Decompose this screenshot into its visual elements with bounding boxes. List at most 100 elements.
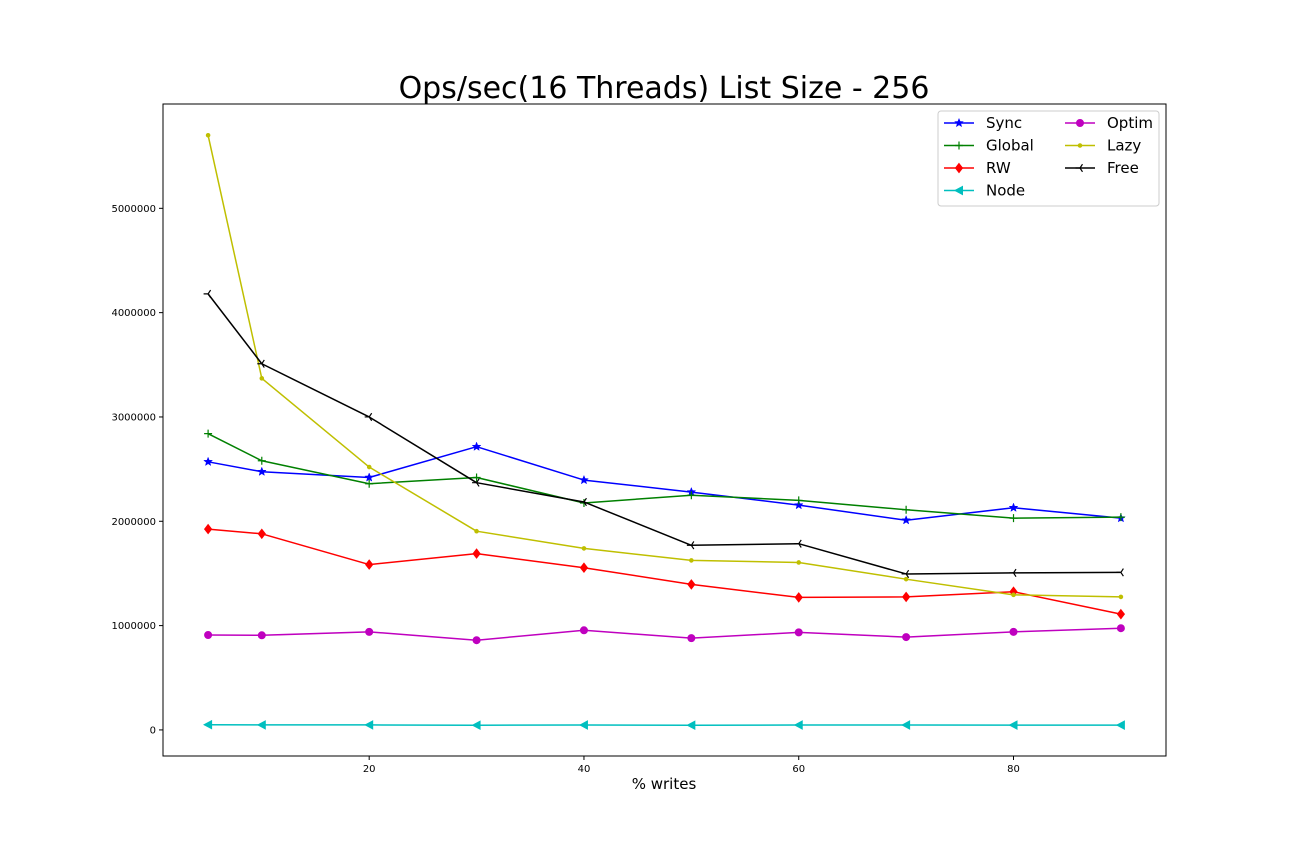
data-point-free xyxy=(364,412,373,422)
data-point-node xyxy=(686,720,696,731)
x-tick-label: 60 xyxy=(792,764,805,775)
data-point-lazy xyxy=(1011,592,1016,598)
data-point-optim xyxy=(1116,624,1125,633)
series-line-node xyxy=(208,723,1121,726)
y-tick-label: 3000000 xyxy=(111,412,156,423)
y-tick-label: 0 xyxy=(150,725,156,736)
data-point-sync xyxy=(471,441,482,451)
series-line-global xyxy=(207,432,1121,519)
legend-entry-lazy: Lazy xyxy=(1065,137,1141,155)
legend-marker-free xyxy=(1075,163,1084,173)
data-point-free xyxy=(794,539,802,548)
data-point-optim xyxy=(579,626,588,635)
data-point-node xyxy=(1008,720,1018,730)
data-point-optim xyxy=(365,627,374,636)
series-rw xyxy=(203,523,1126,620)
legend-marker-sync xyxy=(954,117,964,128)
data-point-global xyxy=(204,429,213,438)
data-point-lazy xyxy=(474,528,479,534)
legend-label-global: Global xyxy=(986,137,1034,155)
legend-marker-lazy xyxy=(1077,143,1083,148)
data-point-global xyxy=(1009,514,1018,523)
data-point-global xyxy=(902,505,911,514)
data-point-optim xyxy=(794,628,803,637)
data-point-lazy xyxy=(366,464,372,470)
data-point-free xyxy=(579,497,587,507)
data-point-free xyxy=(1116,568,1124,577)
data-point-optim xyxy=(902,633,911,642)
data-point-rw xyxy=(365,559,374,570)
series-sync xyxy=(203,441,1126,525)
legend-marker-global xyxy=(955,141,963,150)
legend-marker-optim xyxy=(1076,119,1084,127)
data-point-sync xyxy=(793,499,804,510)
data-point-rw xyxy=(901,591,911,603)
series-lazy xyxy=(205,132,1124,600)
data-point-global xyxy=(687,491,696,500)
data-point-free xyxy=(901,569,910,579)
data-point-node xyxy=(203,719,213,730)
data-point-lazy xyxy=(796,560,802,565)
legend-label-free: Free xyxy=(1107,159,1139,177)
data-point-lazy xyxy=(1118,594,1124,600)
data-point-global xyxy=(472,473,481,482)
x-tick-label: 20 xyxy=(363,764,376,775)
data-point-free xyxy=(1009,568,1017,578)
data-point-global xyxy=(365,479,374,488)
data-point-rw xyxy=(472,548,481,559)
data-point-optim xyxy=(472,636,481,645)
data-point-lazy xyxy=(259,376,265,381)
data-point-node xyxy=(901,720,911,730)
x-tick-label: 80 xyxy=(1007,764,1020,775)
legend-frame xyxy=(937,110,1160,207)
data-point-rw xyxy=(794,592,803,603)
data-point-sync xyxy=(901,515,912,525)
data-point-optim xyxy=(1009,627,1018,636)
data-point-node xyxy=(471,720,481,731)
chart-title: Ops/sec(16 Threads) List Size - 256 xyxy=(399,71,930,106)
data-point-lazy xyxy=(903,576,909,582)
data-point-lazy xyxy=(581,546,587,551)
legend-entry-rw: RW xyxy=(944,159,1011,177)
series-line-free xyxy=(207,293,1121,575)
data-point-sync xyxy=(1008,502,1019,512)
data-point-global xyxy=(794,496,803,505)
data-point-sync xyxy=(256,466,267,476)
series-line-rw xyxy=(208,528,1122,615)
legend-entry-node: Node xyxy=(944,182,1025,200)
data-point-rw xyxy=(1116,608,1126,620)
legend-entry-optim: Optim xyxy=(1065,114,1153,132)
data-point-free xyxy=(686,541,695,550)
data-point-optim xyxy=(687,634,696,643)
data-point-global xyxy=(257,456,266,465)
data-point-node xyxy=(578,720,588,730)
series-line-lazy xyxy=(207,135,1121,598)
y-tick-label: 2000000 xyxy=(111,517,156,528)
data-point-rw xyxy=(257,528,266,540)
legend-marker-node xyxy=(953,185,963,196)
x-tick-label: 40 xyxy=(578,764,591,775)
data-point-free xyxy=(257,359,265,368)
series-optim xyxy=(204,624,1125,645)
data-point-rw xyxy=(203,523,213,535)
data-point-free xyxy=(203,289,212,298)
legend-label-lazy: Lazy xyxy=(1107,137,1141,155)
series-node xyxy=(203,719,1125,731)
data-point-node xyxy=(1115,720,1125,730)
data-point-optim xyxy=(204,630,213,639)
data-point-rw xyxy=(579,562,589,574)
data-point-free xyxy=(472,478,480,487)
data-point-lazy xyxy=(689,558,694,563)
legend-marker-rw xyxy=(954,162,964,174)
y-tick-label: 4000000 xyxy=(111,308,156,319)
data-point-sync xyxy=(364,472,375,482)
legend-entry-free: Free xyxy=(1065,159,1139,177)
plot-area: 20 40 60 80 0 1000000 2000000 3000000 4000000 500… xyxy=(111,103,1167,775)
data-point-global xyxy=(1116,513,1125,522)
legend-label-rw: RW xyxy=(986,159,1011,177)
series-line-sync xyxy=(207,445,1121,521)
data-point-optim xyxy=(257,631,266,640)
data-point-lazy xyxy=(205,132,211,138)
x-axis-label: % writes xyxy=(632,775,697,793)
